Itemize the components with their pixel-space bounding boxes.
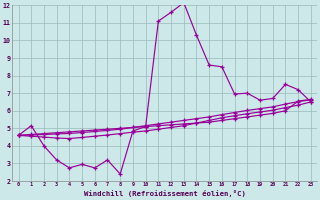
- X-axis label: Windchill (Refroidissement éolien,°C): Windchill (Refroidissement éolien,°C): [84, 190, 246, 197]
